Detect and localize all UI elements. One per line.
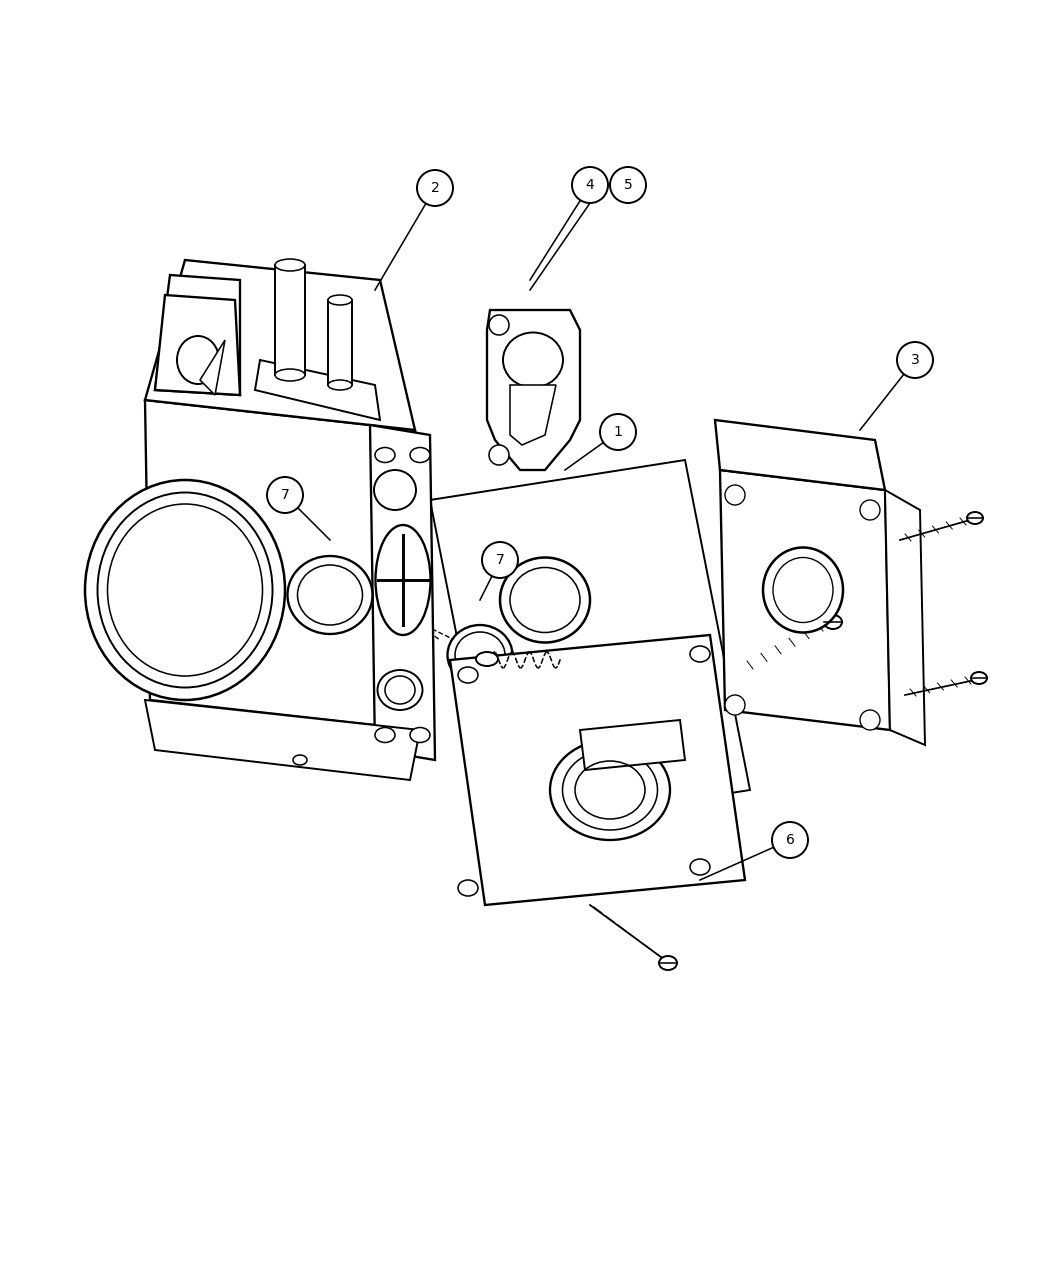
Ellipse shape — [293, 755, 307, 765]
Polygon shape — [885, 490, 925, 744]
Circle shape — [482, 542, 518, 578]
Ellipse shape — [500, 558, 590, 642]
Ellipse shape — [297, 565, 363, 625]
Circle shape — [860, 710, 880, 730]
Ellipse shape — [328, 295, 352, 304]
Polygon shape — [328, 301, 352, 385]
Ellipse shape — [328, 380, 352, 390]
Ellipse shape — [563, 749, 658, 830]
Polygon shape — [370, 425, 435, 760]
Polygon shape — [450, 634, 745, 906]
Polygon shape — [430, 460, 750, 830]
Text: 3: 3 — [911, 353, 919, 367]
Ellipse shape — [763, 547, 843, 633]
Ellipse shape — [385, 677, 415, 703]
Text: 7: 7 — [280, 489, 290, 501]
Ellipse shape — [288, 556, 372, 634]
Text: 1: 1 — [613, 425, 623, 439]
Ellipse shape — [108, 504, 262, 677]
Polygon shape — [580, 720, 685, 770]
Ellipse shape — [455, 632, 505, 678]
Ellipse shape — [550, 741, 670, 840]
Circle shape — [772, 822, 808, 858]
Polygon shape — [487, 310, 580, 469]
Circle shape — [725, 694, 745, 715]
Ellipse shape — [85, 480, 285, 700]
Circle shape — [572, 168, 608, 203]
Ellipse shape — [510, 568, 580, 633]
Polygon shape — [275, 265, 305, 375]
Polygon shape — [255, 359, 380, 420]
Text: 6: 6 — [785, 833, 795, 847]
Circle shape — [610, 168, 646, 203]
Circle shape — [897, 341, 933, 379]
Circle shape — [489, 315, 509, 335]
Polygon shape — [155, 295, 240, 395]
Polygon shape — [200, 340, 225, 395]
Text: 4: 4 — [586, 178, 594, 192]
Ellipse shape — [967, 512, 983, 524]
Ellipse shape — [690, 646, 710, 663]
Polygon shape — [145, 260, 415, 430]
Polygon shape — [720, 469, 890, 730]
Ellipse shape — [476, 652, 497, 666]
Circle shape — [417, 170, 453, 206]
Ellipse shape — [773, 558, 833, 623]
Polygon shape — [155, 275, 240, 395]
Polygon shape — [715, 420, 885, 490]
Ellipse shape — [971, 671, 987, 684]
Circle shape — [725, 485, 745, 505]
Ellipse shape — [659, 955, 677, 969]
Polygon shape — [145, 700, 419, 780]
Ellipse shape — [375, 448, 395, 463]
Circle shape — [600, 414, 636, 450]
Ellipse shape — [824, 615, 842, 629]
Polygon shape — [510, 385, 557, 445]
Ellipse shape — [377, 670, 423, 710]
Ellipse shape — [375, 524, 430, 634]
Ellipse shape — [503, 333, 563, 388]
Circle shape — [267, 477, 302, 513]
Circle shape — [489, 445, 509, 466]
Ellipse shape — [448, 625, 512, 686]
Ellipse shape — [458, 668, 479, 683]
Ellipse shape — [275, 370, 305, 381]
Ellipse shape — [458, 880, 479, 897]
Polygon shape — [145, 400, 419, 730]
Text: 5: 5 — [624, 178, 632, 192]
Text: 2: 2 — [431, 182, 440, 194]
Ellipse shape — [410, 728, 430, 743]
Text: 7: 7 — [495, 553, 505, 567]
Circle shape — [860, 500, 880, 521]
Ellipse shape — [410, 448, 430, 463]
Ellipse shape — [690, 859, 710, 875]
Ellipse shape — [275, 260, 305, 271]
Ellipse shape — [375, 728, 395, 743]
Ellipse shape — [374, 469, 416, 510]
